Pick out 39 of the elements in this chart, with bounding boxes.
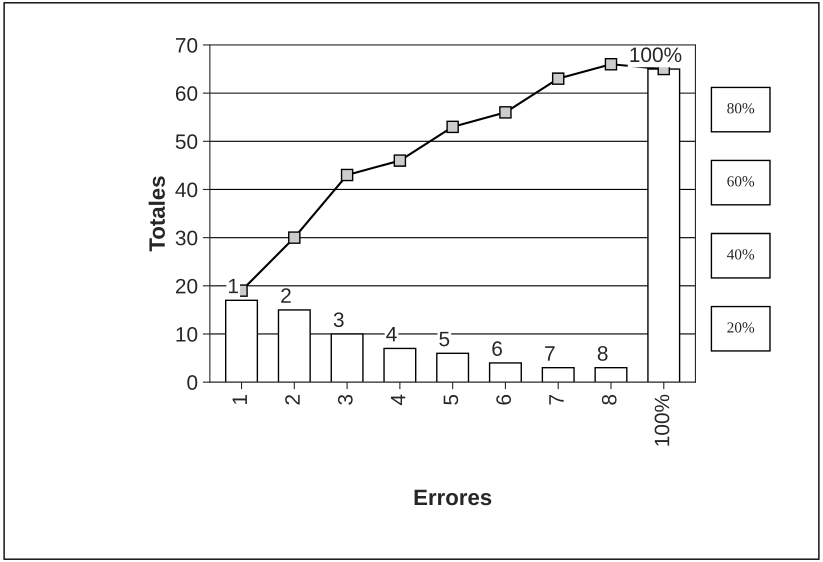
x-tick-label: 6	[496, 394, 512, 404]
y-tick-label: 30	[176, 230, 198, 246]
annotation: 5	[439, 332, 450, 346]
annotation: 1	[228, 278, 238, 294]
x-axis-title: Errores	[414, 490, 492, 506]
point	[288, 231, 301, 244]
y-tick-label: 70	[176, 38, 198, 53]
text: 20%	[727, 322, 754, 333]
point	[604, 58, 618, 70]
point	[552, 72, 564, 85]
x-tick-label: 2	[285, 395, 300, 405]
x-tick-label: 8	[602, 394, 617, 405]
x-tick-label: 7	[549, 395, 564, 404]
annotation: 3	[334, 312, 344, 328]
text: 80%	[727, 103, 754, 114]
y-tick-label: 50	[176, 134, 198, 150]
point	[446, 120, 459, 134]
x-tick-label: 100%	[654, 394, 670, 446]
annotation: 7	[545, 346, 555, 361]
annotation: 8	[598, 346, 608, 361]
y-tick-label: 10	[176, 326, 198, 342]
y-tick-label: 0	[187, 375, 198, 390]
point	[340, 168, 354, 182]
annotation: 4	[386, 327, 397, 342]
text: 60%	[727, 176, 754, 187]
annotation: 100%	[630, 47, 682, 62]
point	[394, 154, 406, 167]
y-axis-title: Totales	[148, 176, 165, 252]
x-tick-label: 4	[390, 394, 406, 406]
y-tick-label: 40	[175, 182, 198, 198]
text: 40%	[726, 249, 754, 260]
x-tick-label: 1	[232, 394, 247, 404]
x-tick-label: 5	[444, 394, 458, 405]
point	[499, 106, 512, 119]
annotation: 2	[281, 288, 291, 303]
y-tick-label: 20	[176, 278, 198, 294]
y-tick-label: 60	[176, 86, 198, 101]
annotation: 6	[492, 341, 502, 356]
x-tick-label: 3	[338, 394, 353, 405]
